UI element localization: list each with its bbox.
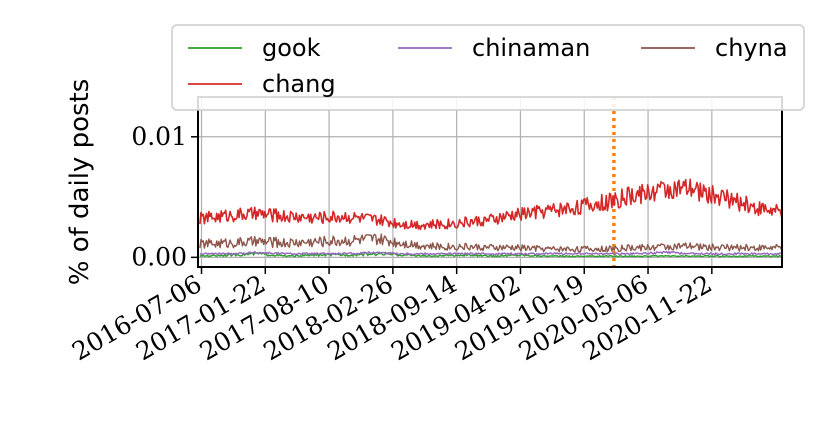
- legend-label-chinaman: chinaman: [472, 34, 590, 62]
- y-axis-label: % of daily posts: [65, 79, 95, 286]
- plot-frame: [197, 96, 783, 268]
- series-line-chang: [199, 178, 783, 231]
- series-line-chinaman: [199, 250, 783, 256]
- series-line-gook: [199, 251, 783, 258]
- legend-label-chyna: chyna: [715, 34, 788, 62]
- series-line-chyna: [199, 233, 783, 253]
- y-tick-label: 0.01: [131, 122, 187, 151]
- legend-label-gook: gook: [262, 34, 321, 62]
- series-lines: [199, 178, 783, 258]
- grid-lines: [198, 97, 782, 267]
- legend-box: [171, 24, 805, 111]
- legend-label-chang: chang: [262, 70, 336, 98]
- y-tick-label: 0.00: [131, 242, 187, 271]
- legend: gook chinaman chyna chang: [171, 24, 805, 111]
